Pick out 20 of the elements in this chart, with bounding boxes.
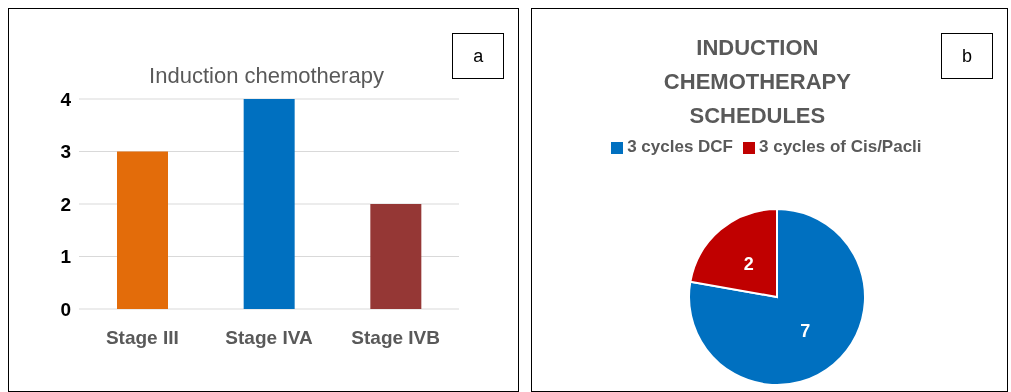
bar	[370, 204, 422, 309]
data-label: 2	[744, 253, 755, 274]
text: b	[941, 33, 993, 79]
y-tick-label: 3	[60, 141, 71, 163]
y-tick-label: 0	[60, 298, 71, 320]
legend-label: 3 cycles DCF	[627, 137, 734, 156]
chart-title: INDUCTION CHEMOTHERAPY SCHEDULES	[662, 34, 852, 130]
data-label: 7	[800, 321, 811, 342]
pie-slice	[688, 208, 867, 386]
text: a	[452, 33, 505, 79]
x-tick-label: Stage III	[105, 327, 179, 349]
x-tick-label: Stage IVA	[225, 327, 313, 349]
y-tick-label: 1	[60, 246, 72, 268]
bar	[243, 99, 295, 309]
y-tick-label: 4	[60, 88, 72, 110]
y-tick-label: 2	[60, 193, 71, 215]
bar	[117, 151, 168, 309]
legend-label: 3 cycles of Cis/Pacli	[759, 137, 922, 156]
x-tick-label: Stage IVB	[351, 327, 441, 349]
chart-title: Induction chemotherapy	[149, 63, 384, 88]
